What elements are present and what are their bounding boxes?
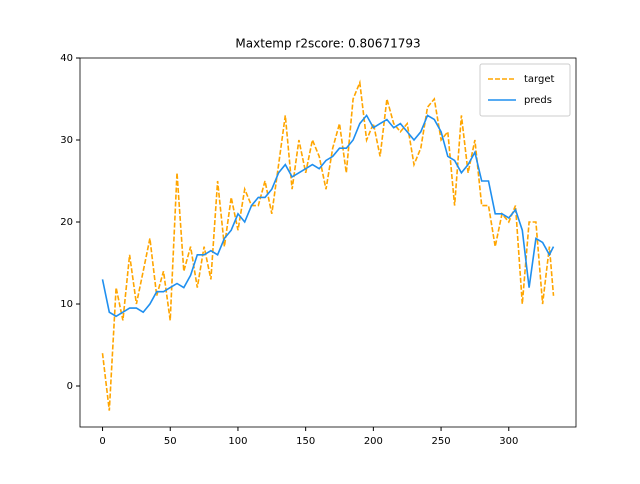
x-tick-label: 200 [364,436,383,447]
legend: target preds [479,63,571,117]
x-tick-label: 300 [499,436,518,447]
y-tick-label: 30 [60,135,73,146]
y-tick-label: 10 [60,299,73,310]
y-tick-label: 0 [67,381,73,392]
x-tick-label: 100 [228,436,247,447]
x-tick-label: 0 [99,436,105,447]
x-tick-label: 50 [164,436,177,447]
legend-box [479,63,571,117]
line-series [101,79,555,411]
x-tick-label: 250 [432,436,451,447]
y-tick-label: 20 [60,217,73,228]
legend-label: preds [524,95,552,106]
legend-label: target [524,74,554,85]
line-series [101,113,555,318]
plot-frame [79,57,577,428]
y-tick-label: 40 [60,53,73,64]
chart-title: Maxtemp r2score: 0.80671793 [235,37,420,51]
x-tick-label: 150 [296,436,315,447]
